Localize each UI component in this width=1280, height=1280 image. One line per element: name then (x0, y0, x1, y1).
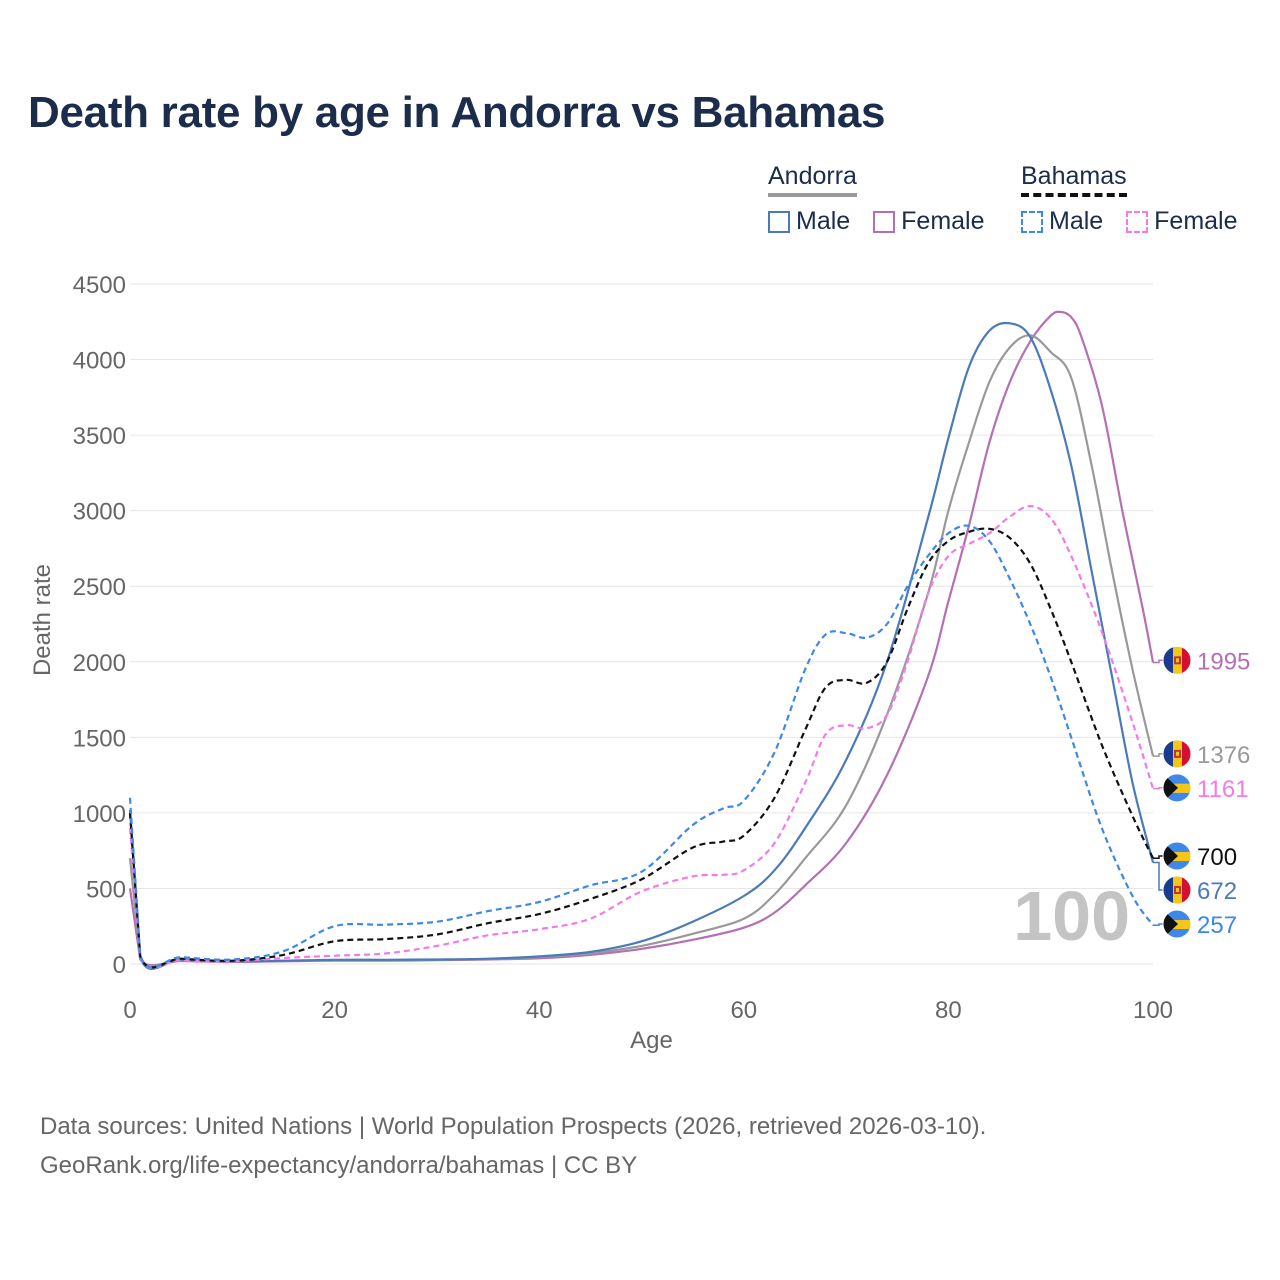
bahamas-flag-icon (1163, 842, 1191, 871)
legend-andorra-female-label: Female (901, 207, 985, 235)
y-tick-label: 2000 (73, 650, 126, 677)
y-tick-label: 0 (113, 952, 126, 979)
end-connector-bahamas-male (1153, 923, 1163, 926)
legend-andorra-female[interactable]: Female (873, 207, 985, 236)
y-tick-label: 4500 (73, 272, 126, 299)
source-line-1: Data sources: United Nations | World Pop… (40, 1113, 987, 1140)
end-connector-andorra-male (1153, 861, 1163, 891)
legend-bahamas: Bahamas Male Female (1021, 162, 1238, 240)
end-value-bahamas-male: 257 (1197, 912, 1237, 939)
y-tick-label: 2500 (73, 574, 126, 601)
chart-title: Death rate by age in Andorra vs Bahamas (28, 88, 886, 137)
legend-bahamas-male[interactable]: Male (1021, 207, 1103, 236)
x-tick-label: 0 (123, 997, 136, 1024)
legend-andorra: Andorra Male Female (768, 162, 1001, 240)
legend-bahamas-female-swatch (1126, 210, 1149, 233)
andorra-flag-icon (1163, 740, 1192, 768)
end-value-andorra-female: 1995 (1197, 648, 1250, 675)
bahamas-flag-icon (1163, 774, 1191, 803)
legend-andorra-male-label: Male (796, 207, 851, 235)
x-tick-label: 40 (526, 997, 553, 1024)
legend-bahamas-female-label: Female (1154, 207, 1238, 235)
end-connector-bahamas-total (1153, 855, 1163, 859)
end-connector-andorra-female (1153, 659, 1163, 664)
source-line-2[interactable]: GeoRank.org/life-expectancy/andorra/baha… (40, 1152, 638, 1179)
end-connector-andorra-total (1153, 753, 1163, 757)
legend-andorra-male[interactable]: Male (768, 207, 850, 236)
bahamas-flag-icon (1163, 910, 1191, 939)
series-line-bahamas-female[interactable] (128, 504, 1155, 969)
y-tick-label: 1000 (73, 801, 126, 828)
y-tick-label: 4000 (73, 348, 126, 375)
y-tick-label: 1500 (73, 725, 126, 752)
end-value-bahamas-total: 700 (1197, 844, 1237, 871)
legend-bahamas-female[interactable]: Female (1126, 207, 1238, 236)
end-connector-bahamas-female (1153, 787, 1163, 790)
x-tick-label: 20 (321, 997, 348, 1024)
y-tick-label: 500 (86, 876, 126, 903)
end-value-andorra-male: 672 (1197, 878, 1237, 905)
series-line-andorra-female[interactable] (128, 310, 1155, 967)
end-value-andorra-total: 1376 (1197, 742, 1250, 769)
x-tick-label: 80 (935, 997, 962, 1024)
x-tick-label: 100 (1133, 997, 1173, 1024)
andorra-flag-icon (1163, 646, 1192, 674)
y-tick-label: 3000 (73, 499, 126, 526)
legend-bahamas-male-swatch (1021, 210, 1043, 233)
legend-bahamas-title: Bahamas (1021, 162, 1127, 197)
series-line-bahamas-total[interactable] (128, 527, 1154, 969)
source-note: Data sources: United Nations | World Pop… (40, 1107, 986, 1185)
end-value-bahamas-female: 1161 (1197, 776, 1249, 803)
x-tick-label: 60 (730, 997, 757, 1024)
age-watermark: 100 (1013, 877, 1130, 955)
series-line-bahamas-male[interactable] (128, 524, 1154, 969)
legend-bahamas-male-label: Male (1049, 207, 1104, 235)
legend-andorra-title: Andorra (768, 162, 857, 197)
andorra-flag-icon (1163, 876, 1192, 904)
x-axis-label: Age (630, 1027, 673, 1054)
legend-andorra-female-swatch (873, 210, 896, 233)
y-axis-label: Death rate (29, 564, 56, 676)
legend-andorra-male-swatch (768, 210, 790, 233)
y-tick-label: 3500 (73, 423, 126, 450)
series-line-andorra-male[interactable] (128, 321, 1155, 971)
